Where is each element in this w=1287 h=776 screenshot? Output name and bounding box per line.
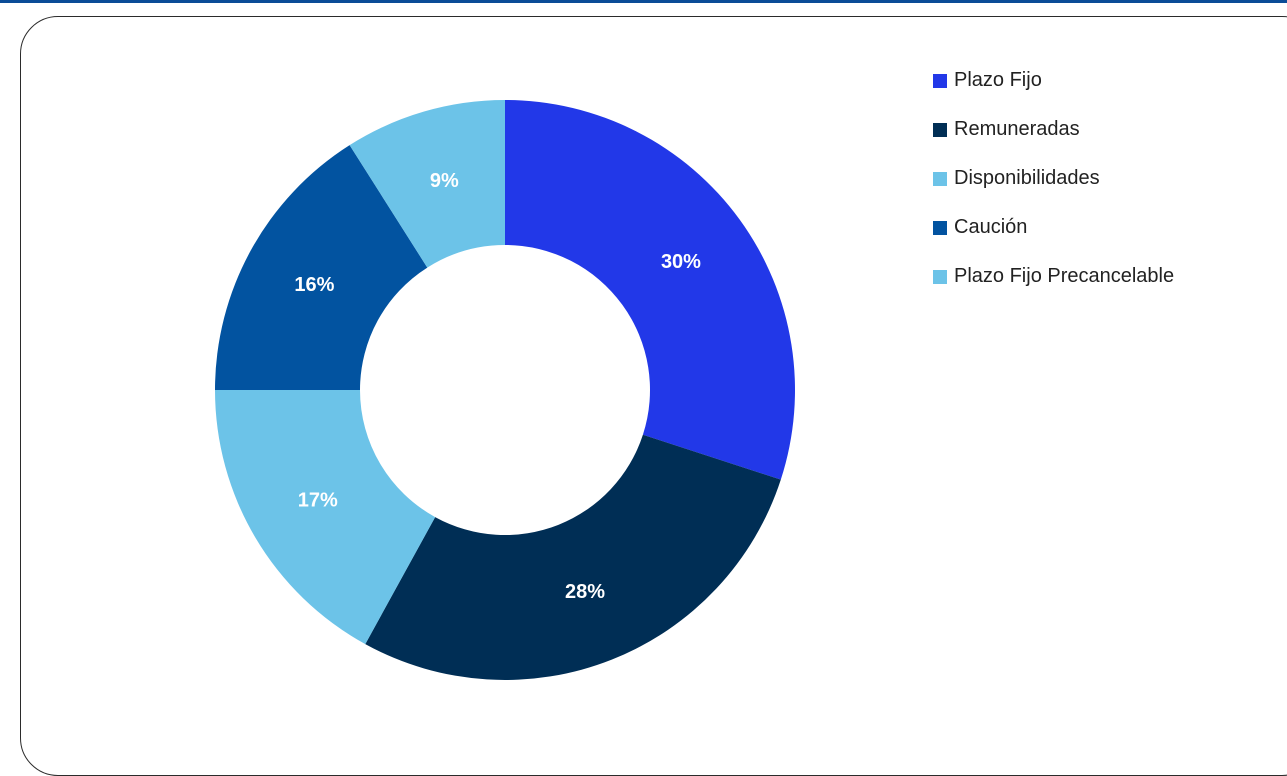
legend-label: Plazo Fijo (954, 69, 1042, 91)
slice-label-plazo-fijo-precancelable: 9% (430, 170, 459, 192)
legend: Plazo Fijo Remuneradas Disponibilidades … (933, 68, 1174, 313)
legend-item-plazo-fijo[interactable]: Plazo Fijo (933, 68, 1174, 93)
legend-item-caucion[interactable]: Caución (933, 215, 1174, 240)
slice-label-remuneradas: 28% (565, 581, 605, 603)
legend-swatch (933, 73, 947, 88)
slice-plazo-fijo[interactable] (505, 100, 795, 480)
slice-plazo-fijo-precancelable[interactable] (349, 100, 505, 268)
slice-label-caucion: 16% (294, 274, 334, 296)
legend-label: Caución (954, 216, 1028, 238)
slice-label-plazo-fijo: 30% (661, 251, 701, 273)
legend-swatch (933, 220, 947, 235)
donut-chart: 30% 28% 17% 16% 9% (214, 100, 795, 680)
top-rule (0, 0, 1287, 3)
legend-label: Plazo Fijo Precancelable (954, 265, 1175, 287)
legend-swatch (933, 122, 947, 137)
slice-label-disponibilidades: 17% (298, 490, 338, 512)
legend-item-disponibilidades[interactable]: Disponibilidades (933, 166, 1174, 191)
slice-caucion[interactable] (215, 145, 428, 390)
slice-disponibilidades[interactable] (214, 390, 436, 645)
legend-item-remuneradas[interactable]: Remuneradas (933, 117, 1174, 142)
legend-swatch (933, 171, 947, 186)
legend-label: Remuneradas (954, 118, 1080, 140)
legend-swatch (933, 269, 947, 284)
legend-label: Disponibilidades (954, 167, 1100, 189)
legend-item-plazo-fijo-precancelable[interactable]: Plazo Fijo Precancelable (933, 264, 1174, 289)
slice-remuneradas[interactable] (365, 434, 781, 680)
